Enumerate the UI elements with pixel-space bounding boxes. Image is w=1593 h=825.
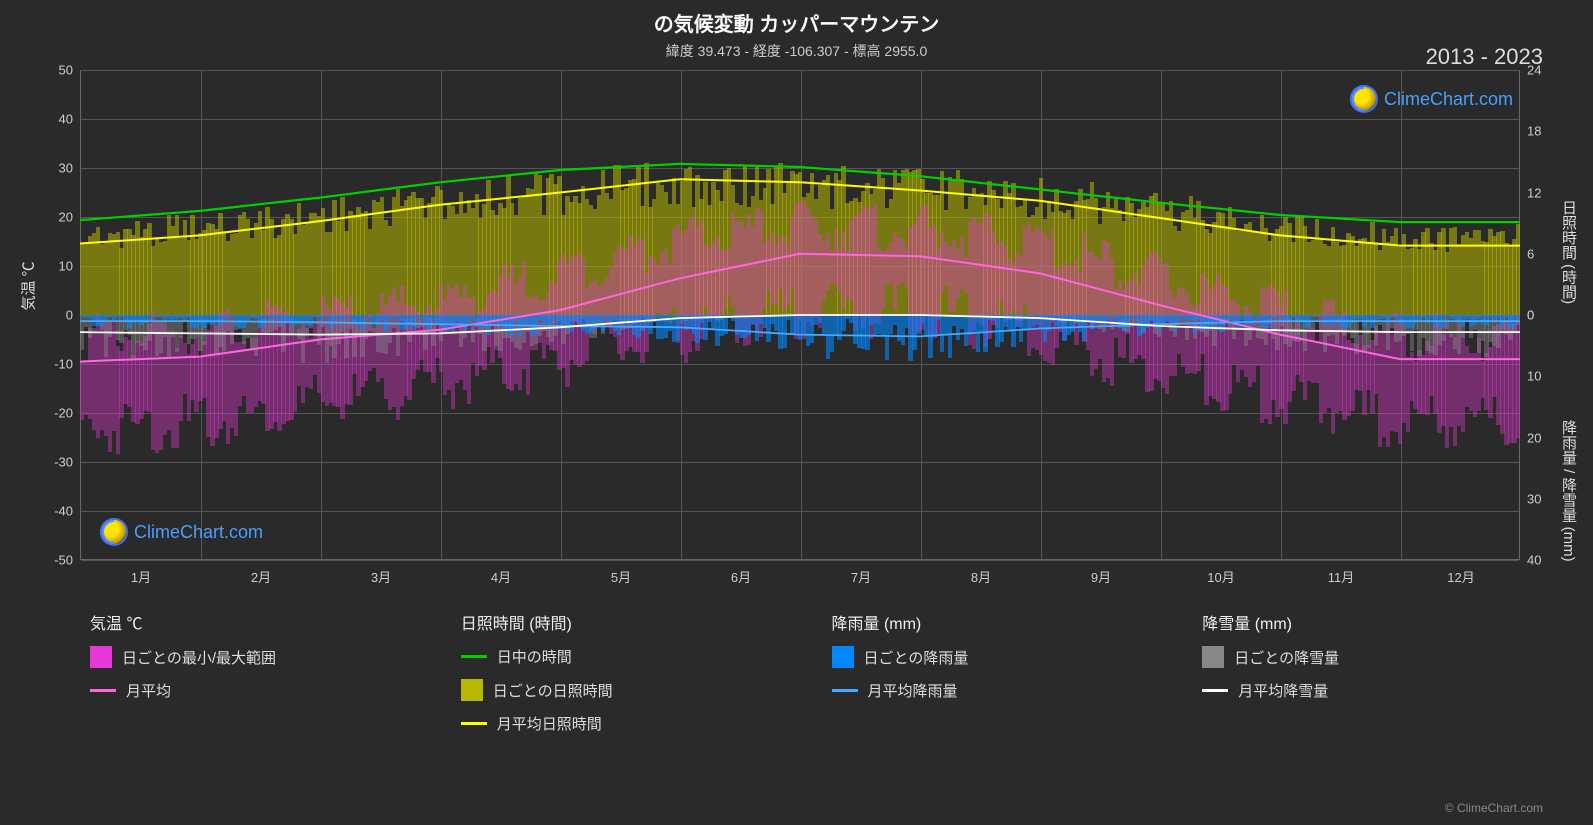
xtick-month: 6月 (731, 559, 751, 586)
legend-line-icon (832, 689, 858, 692)
line-snow-avg (80, 315, 1520, 335)
legend-item: 月平均 (90, 680, 431, 701)
ytick-right-bottom: 40 (1519, 553, 1541, 568)
legend-column: 降雨量 (mm) 日ごとの降雨量月平均降雨量 (832, 610, 1173, 746)
watermark-top: ClimeChart.com (1350, 85, 1513, 113)
legend-swatch-icon (832, 646, 854, 668)
legend-line-icon (90, 689, 116, 692)
xtick-month: 9月 (1091, 559, 1111, 586)
legend-item: 日ごとの降雪量 (1202, 646, 1543, 668)
legend-item: 日ごとの最小/最大範囲 (90, 646, 431, 668)
climechart-logo-icon (100, 518, 128, 546)
xtick-month: 10月 (1207, 559, 1234, 586)
ytick-left: 40 (59, 112, 81, 127)
legend-item: 日ごとの日照時間 (461, 679, 802, 701)
legend-item: 日中の時間 (461, 646, 802, 667)
watermark-text: ClimeChart.com (1384, 89, 1513, 110)
legend-label: 月平均降雨量 (868, 680, 958, 701)
line-temp-avg (80, 254, 1520, 362)
ytick-left: -10 (54, 357, 81, 372)
credit: © ClimeChart.com (1445, 801, 1543, 815)
legend-line-icon (461, 722, 487, 725)
ytick-left: -30 (54, 455, 81, 470)
chart-plot-area: -50-40-30-20-100102030405006121824010203… (80, 70, 1520, 560)
legend-title: 日照時間 (時間) (461, 610, 802, 634)
ytick-left: -40 (54, 504, 81, 519)
legend-label: 月平均 (126, 680, 171, 701)
legend-swatch-icon (1202, 646, 1224, 668)
y-axis-right-bottom-label: 降雨量 / 降雪量 (mm) (1558, 420, 1579, 562)
legend-item: 月平均降雪量 (1202, 680, 1543, 701)
ytick-right-bottom: 20 (1519, 430, 1541, 445)
chart-title: の気候変動 カッパーマウンテン (0, 0, 1593, 37)
legend-item: 日ごとの降雨量 (832, 646, 1173, 668)
legend-line-icon (1202, 689, 1228, 692)
ytick-right-bottom: 10 (1519, 369, 1541, 384)
ytick-right-bottom: 0 (1519, 308, 1534, 323)
legend-line-icon (461, 655, 487, 658)
xtick-month: 2月 (251, 559, 271, 586)
y-axis-left-label: 気温 ℃ (18, 261, 39, 310)
xtick-month: 5月 (611, 559, 631, 586)
legend: 気温 ℃ 日ごとの最小/最大範囲月平均 日照時間 (時間) 日中の時間日ごとの日照時間… (90, 610, 1543, 746)
legend-column: 気温 ℃ 日ごとの最小/最大範囲月平均 (90, 610, 431, 746)
ytick-left: 10 (59, 259, 81, 274)
climechart-logo-icon (1350, 85, 1378, 113)
xtick-month: 1月 (131, 559, 151, 586)
ytick-left: 0 (66, 308, 81, 323)
legend-label: 日ごとの降雪量 (1234, 647, 1339, 668)
xtick-month: 3月 (371, 559, 391, 586)
xtick-month: 4月 (491, 559, 511, 586)
ytick-left: 20 (59, 210, 81, 225)
ytick-left: -20 (54, 406, 81, 421)
legend-label: 日ごとの日照時間 (493, 680, 613, 701)
watermark-text: ClimeChart.com (134, 522, 263, 543)
xtick-month: 8月 (971, 559, 991, 586)
legend-label: 日中の時間 (497, 646, 572, 667)
xtick-month: 11月 (1328, 559, 1355, 586)
ytick-right-bottom: 30 (1519, 491, 1541, 506)
legend-column: 日照時間 (時間) 日中の時間日ごとの日照時間月平均日照時間 (461, 610, 802, 746)
ytick-left: -50 (54, 553, 81, 568)
xtick-month: 7月 (851, 559, 871, 586)
line-daylight (80, 164, 1520, 222)
line-sunshine-avg (80, 179, 1520, 245)
legend-label: 月平均降雪量 (1238, 680, 1328, 701)
watermark-bottom: ClimeChart.com (100, 518, 263, 546)
ytick-right-top: 24 (1519, 63, 1541, 78)
y-axis-right-top-label: 日照時間 (時間) (1558, 200, 1579, 304)
legend-label: 日ごとの降雨量 (864, 647, 969, 668)
legend-swatch-icon (461, 679, 483, 701)
legend-label: 月平均日照時間 (497, 713, 602, 734)
legend-title: 気温 ℃ (90, 610, 431, 634)
ytick-right-top: 6 (1519, 246, 1534, 261)
ytick-right-top: 12 (1519, 185, 1541, 200)
legend-label: 日ごとの最小/最大範囲 (122, 647, 276, 668)
ytick-left: 30 (59, 161, 81, 176)
legend-item: 月平均降雨量 (832, 680, 1173, 701)
xtick-month: 12月 (1447, 559, 1474, 586)
legend-column: 降雪量 (mm) 日ごとの降雪量月平均降雪量 (1202, 610, 1543, 746)
legend-title: 降雨量 (mm) (832, 610, 1173, 634)
chart-subtitle: 緯度 39.473 - 経度 -106.307 - 標高 2955.0 (0, 41, 1593, 61)
ytick-left: 50 (59, 63, 81, 78)
legend-item: 月平均日照時間 (461, 713, 802, 734)
ytick-right-top: 18 (1519, 124, 1541, 139)
legend-title: 降雪量 (mm) (1202, 610, 1543, 634)
legend-swatch-icon (90, 646, 112, 668)
